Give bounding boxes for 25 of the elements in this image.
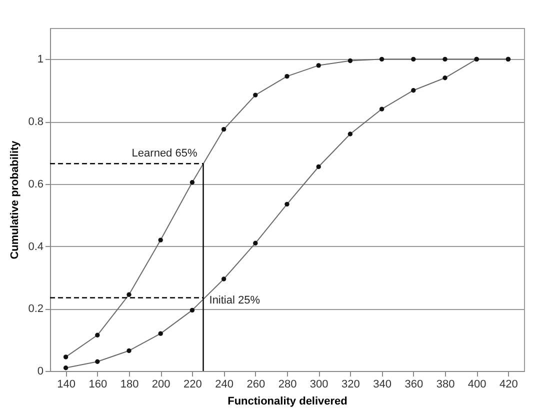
- y-tick-label: 1: [37, 54, 44, 66]
- x-tick-label: 320: [342, 378, 360, 390]
- y-tick-label: 0: [37, 366, 44, 378]
- x-tick-label: 200: [152, 378, 170, 390]
- x-axis-title: Functionality delivered: [228, 396, 348, 408]
- x-tick-label: 140: [57, 378, 76, 390]
- y-tick-label: 0.4: [28, 240, 44, 253]
- y-tick-label: 0.6: [28, 178, 44, 190]
- x-tick-label: 160: [88, 378, 108, 390]
- annotation: Learned 65%: [132, 148, 198, 160]
- y-tick-label: 0.2: [28, 303, 44, 316]
- x-tick-label: 240: [215, 378, 234, 390]
- annotation: Initial 25%: [209, 294, 260, 307]
- x-tick-label: 340: [373, 378, 392, 390]
- x-tick-label: 400: [468, 378, 486, 390]
- x-tick-label: 360: [404, 378, 424, 390]
- x-tick-label: 420: [500, 378, 518, 390]
- x-tick-label: 380: [436, 378, 455, 390]
- y-axis-title: Cumulative probability: [9, 140, 22, 260]
- x-tick-label: 180: [120, 378, 139, 390]
- x-tick-label: 280: [278, 378, 297, 390]
- x-tick-label: 220: [184, 378, 202, 390]
- y-tick-label: 0.8: [28, 116, 44, 128]
- x-tick-label: 300: [310, 378, 328, 390]
- x-tick-label: 260: [246, 378, 266, 390]
